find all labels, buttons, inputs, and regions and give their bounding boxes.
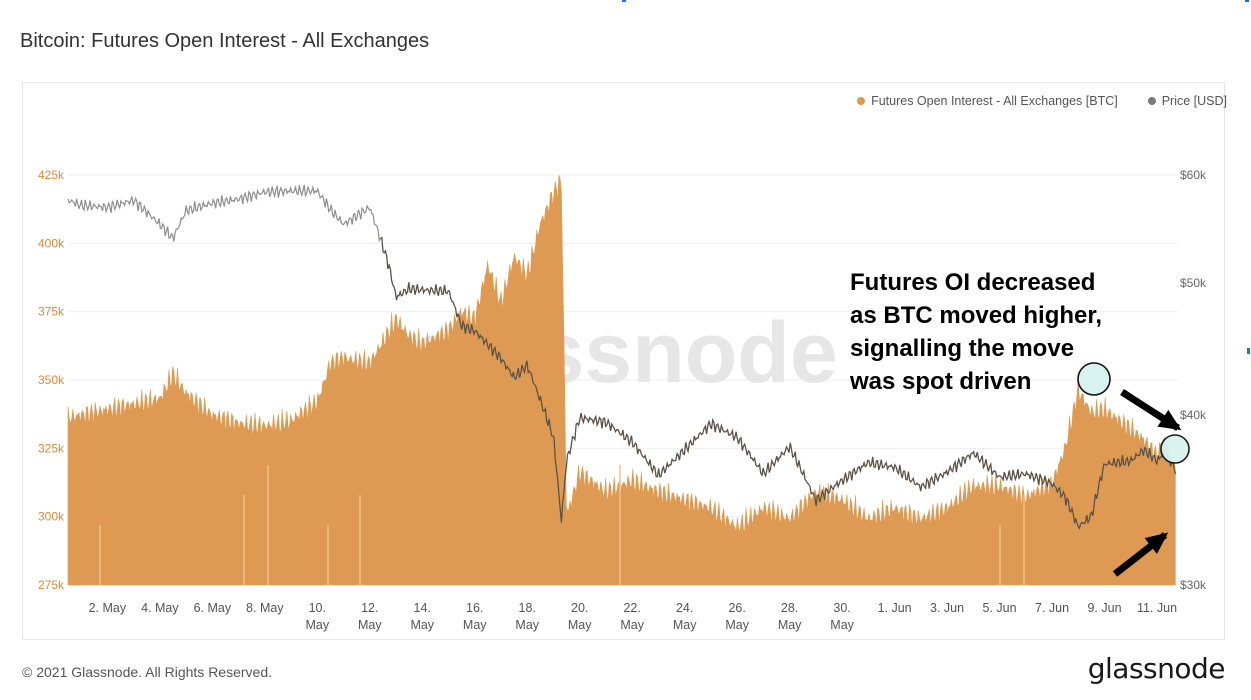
x-tick-label: 7. Jun <box>1035 601 1069 615</box>
x-tick-label: 2. May <box>89 601 127 615</box>
price-line-series <box>67 184 1176 530</box>
left-tick-label: 400k <box>38 236 65 250</box>
x-tick-label: 14. <box>414 601 431 615</box>
legend-item-price[interactable]: Price [USD] <box>1147 94 1227 108</box>
highlight-circle-peak <box>1077 362 1111 396</box>
left-tick-label: 425k <box>38 168 65 182</box>
x-tick-label: 12. <box>361 601 378 615</box>
x-tick-label: May <box>673 618 697 632</box>
left-tick-label: 275k <box>38 578 65 592</box>
x-tick-label: May <box>725 618 749 632</box>
x-tick-label: 24. <box>676 601 693 615</box>
left-tick-label: 325k <box>38 441 65 455</box>
x-axis-ticks: 2. May 4. May 6. May 8. May 10. May 12. May 14. M… <box>89 601 1177 632</box>
annotation-text: Futures OI decreased as BTC moved higher… <box>850 266 1150 398</box>
x-tick-label: 8. May <box>246 601 284 615</box>
x-tick-label: May <box>620 618 644 632</box>
edge-mark <box>1245 0 1249 2</box>
legend-item-oi[interactable]: Futures Open Interest - All Exchanges [B… <box>857 94 1118 108</box>
x-tick-label: 5. Jun <box>983 601 1017 615</box>
legend-price-label: Price [USD] <box>1161 94 1227 108</box>
x-tick-label: May <box>358 618 382 632</box>
price-line-overlay <box>380 236 1176 530</box>
arrow-up-icon <box>1112 532 1169 577</box>
x-tick-label: 1. Jun <box>878 601 912 615</box>
highlight-circle-current <box>1160 434 1190 464</box>
x-tick-label: May <box>778 618 802 632</box>
oi-area-series <box>67 174 1176 586</box>
x-tick-label: 30. <box>833 601 850 615</box>
x-tick-label: 10. <box>309 601 326 615</box>
x-tick-label: 6. May <box>194 601 232 615</box>
legend-dot-price-icon <box>1147 97 1156 105</box>
annotation-line: as BTC moved higher, <box>850 302 1103 330</box>
x-tick-label: 3. Jun <box>930 601 964 615</box>
x-tick-label: 22. <box>623 601 640 615</box>
arrow-head <box>1157 409 1182 431</box>
x-tick-label: 18. <box>519 601 536 615</box>
x-tick-label: 28. <box>781 601 798 615</box>
x-tick-label: May <box>515 618 539 632</box>
x-tick-label: May <box>463 618 487 632</box>
x-tick-label: May <box>568 618 592 632</box>
x-tick-label: 16. <box>466 601 483 615</box>
x-tick-label: May <box>305 618 329 632</box>
annotation-marks <box>1077 362 1190 577</box>
left-axis-ticks: 275k 300k 325k 350k 375k 400k 425k <box>38 168 65 592</box>
copyright-footer: © 2021 Glassnode. All Rights Reserved. <box>22 664 273 680</box>
x-tick-label: 26. <box>728 601 745 615</box>
edge-mark <box>1247 348 1250 354</box>
left-tick-label: 375k <box>38 305 65 319</box>
right-axis-ticks: $30k $40k $50k $60k <box>1180 168 1207 592</box>
x-tick-label: 4. May <box>141 601 179 615</box>
x-tick-label: 20. <box>571 601 588 615</box>
brand-logo: glassnode <box>1087 652 1226 685</box>
left-tick-label: 300k <box>38 510 65 524</box>
edge-mark <box>622 0 626 2</box>
annotation-line: Futures OI decreased <box>850 269 1096 296</box>
legend: Futures Open Interest - All Exchanges [B… <box>857 94 1227 108</box>
annotation-line: was spot driven <box>850 368 1032 396</box>
oi-area-path <box>67 174 1176 586</box>
annotation-line: signalling the move <box>850 335 1075 363</box>
right-tick-label: $60k <box>1180 168 1207 182</box>
right-tick-label: $30k <box>1180 578 1207 592</box>
left-tick-label: 350k <box>38 373 65 387</box>
x-tick-label: 11. Jun <box>1137 601 1177 615</box>
right-tick-label: $50k <box>1180 276 1207 290</box>
x-tick-label: May <box>410 618 434 632</box>
legend-dot-oi-icon <box>857 97 866 105</box>
x-tick-label: May <box>830 618 854 632</box>
arrow-down-icon <box>1120 389 1182 431</box>
chart-title: Bitcoin: Futures Open Interest - All Exc… <box>20 30 430 52</box>
x-tick-label: 9. Jun <box>1087 601 1121 615</box>
legend-oi-label: Futures Open Interest - All Exchanges [B… <box>871 94 1118 108</box>
arrow-head <box>1144 532 1169 554</box>
right-tick-label: $40k <box>1180 408 1207 422</box>
